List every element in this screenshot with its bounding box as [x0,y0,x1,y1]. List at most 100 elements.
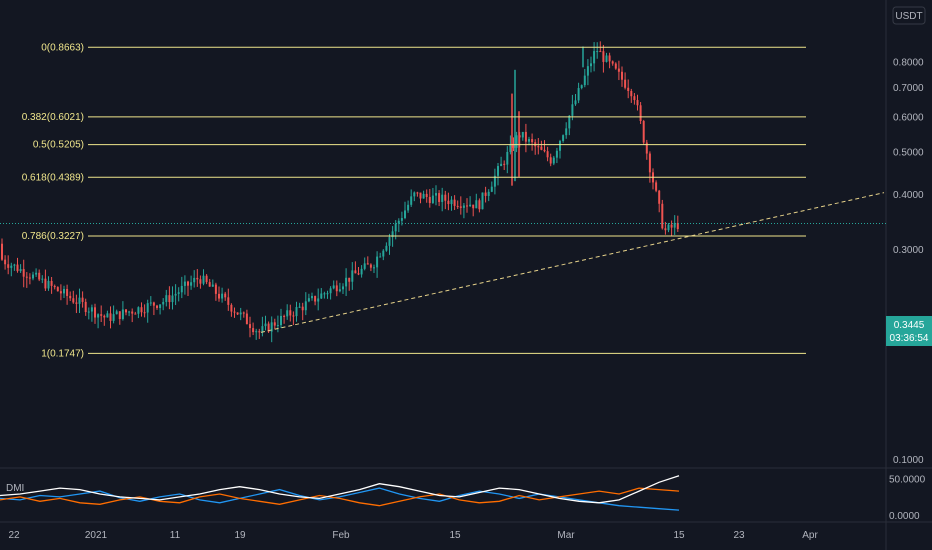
candle-body [320,293,323,299]
candle-body [351,270,354,282]
price-tick-label: 0.3000 [893,245,924,256]
candle-body [242,312,245,314]
candle-body [376,256,379,268]
time-tick-label: 2021 [85,530,108,541]
candle-body [224,293,227,298]
candle-body [196,277,199,280]
candle-body [16,264,19,272]
candle-body [503,163,506,165]
candle-body [131,311,134,314]
candle-body [617,68,620,72]
candle-body [670,224,673,228]
candle-body [531,139,534,143]
time-tick-label: Apr [802,530,818,541]
candle-body [208,282,211,287]
candle-body [140,307,143,313]
candle-body [481,192,484,210]
candle-body [509,144,512,152]
currency-badge[interactable] [892,6,926,25]
candle-body [75,302,78,304]
candle-body [552,157,555,164]
candle-body [549,157,552,164]
candle-body [543,149,546,152]
candle-body [388,237,391,246]
candle-body [500,163,503,167]
candle-body [345,277,348,287]
candle-body [165,295,168,302]
price-tick-label: 0.7000 [893,83,924,94]
candle-body [661,203,664,229]
candle-body [90,307,93,312]
time-tick-label: Mar [557,530,575,541]
candle-body [528,139,530,142]
candle-body [121,309,124,320]
candle-body [106,313,109,318]
candle-body [301,306,304,311]
fib-level-label: 0.618(0.4389) [22,172,84,183]
candle-body [59,291,62,294]
candle-body [311,296,313,299]
candle-body [78,297,81,304]
price-tick-label: 0.6000 [893,113,924,124]
candle-body [447,200,450,205]
candle-body [298,306,301,308]
price-badge-value: 0.3445 [894,320,925,331]
candle-body [25,276,28,278]
dmi-series-line [0,487,680,507]
candle-body [645,142,648,154]
fib-level-label: 0(0.8663) [41,42,84,53]
candle-body [283,315,286,317]
candle-body [555,150,558,158]
time-axis[interactable]: 22 2021 11 19 Feb 15 Mar 15 23 Apr [8,530,818,541]
candle-body [332,285,335,289]
candle-body [373,267,375,269]
candle-body [676,223,679,230]
candle-body [193,277,196,283]
candle-body [664,228,667,231]
candle-body [636,100,639,106]
dmi-pane [0,475,680,511]
candle-body [81,297,84,302]
candle-body [621,71,623,80]
candle-body [459,206,462,208]
fib-level-label: 0.786(0.3227) [22,231,84,242]
candle-body [32,274,34,279]
candle-body [56,287,59,292]
price-badge [886,316,932,346]
candle-body [69,295,72,299]
candle-body [583,75,586,86]
price-tick-label: 0.1000 [893,455,924,466]
candle-body [22,269,25,277]
candle-body [456,205,459,207]
candle-body [478,200,481,210]
candle-body [19,269,22,272]
candle-body [329,288,332,294]
candle-body [462,205,465,208]
candle-body [590,63,592,67]
candle-body [159,304,162,308]
candle-body [425,193,428,197]
candle-body [546,151,549,158]
candle-body [118,311,121,320]
candle-body [524,131,527,142]
candle-body [211,284,214,287]
candle-body [152,302,155,306]
candle-body [187,281,189,286]
candle-body [385,245,388,251]
candle-body [190,282,193,286]
time-tick-label: 15 [449,530,461,541]
candle-body [270,322,273,332]
candle-body [493,175,496,187]
candle-body [180,285,183,293]
candle-body [608,55,611,62]
candle-body [156,305,158,308]
price-axis[interactable]: 0.10000.20000.30000.40000.50000.60000.70… [893,58,924,466]
currency-label: USDT [895,11,922,22]
fib-levels: 0(0.8663) 0.382(0.6021) 0.5(0.5205) 0.618(0… [0,42,886,359]
candle-body [258,331,261,333]
candle-body [177,292,180,294]
candle-body [286,310,289,317]
candle-body [435,193,437,196]
